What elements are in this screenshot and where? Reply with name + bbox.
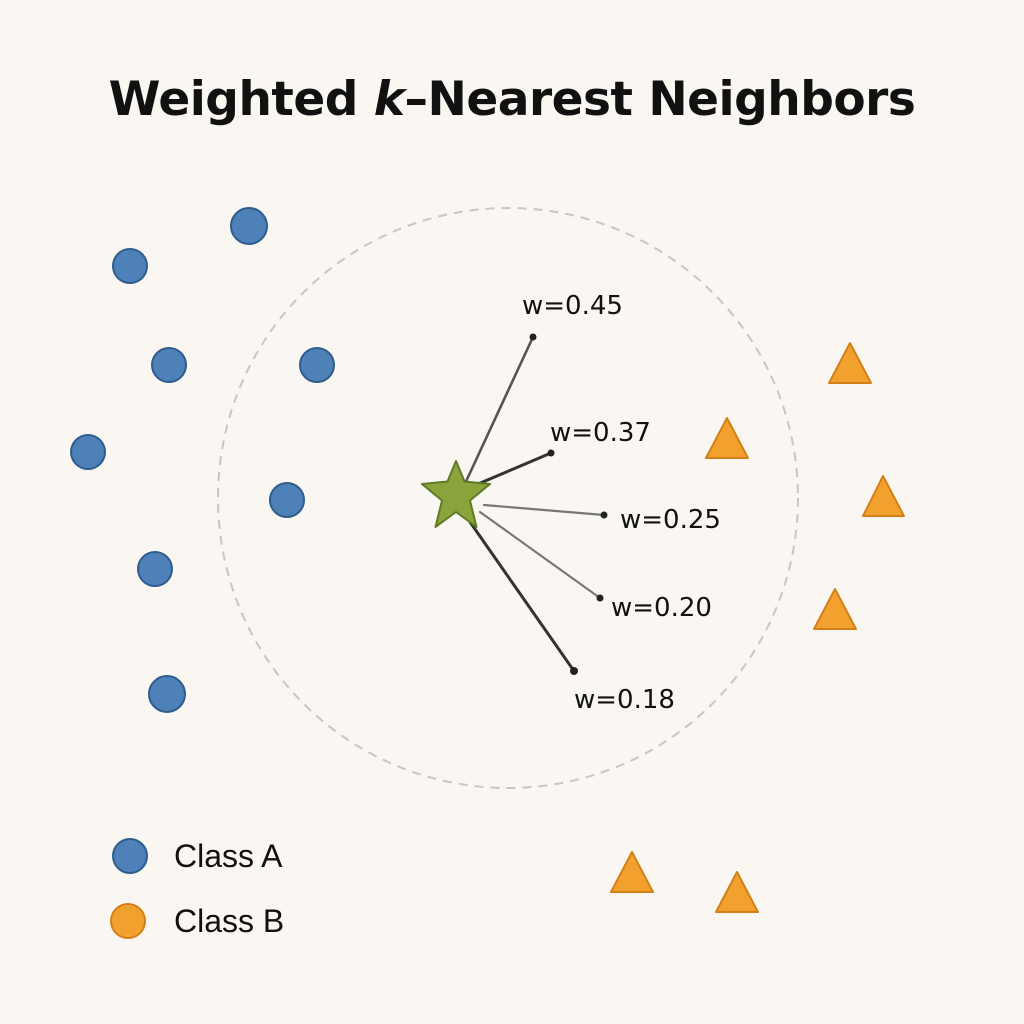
title-k: k bbox=[373, 72, 405, 127]
class-b-point bbox=[862, 475, 905, 517]
legend-marker-class-b bbox=[110, 903, 146, 939]
neighbor-connections bbox=[461, 335, 606, 673]
class-b-point bbox=[715, 871, 759, 913]
title-suffix: –Nearest Neighbors bbox=[404, 72, 916, 127]
class-a-point bbox=[269, 482, 305, 518]
connection-line bbox=[468, 520, 576, 673]
connection-line bbox=[482, 503, 606, 517]
neighbor-dot bbox=[547, 449, 555, 457]
connection-line bbox=[461, 335, 535, 490]
class-b-point bbox=[813, 588, 857, 630]
title-prefix: Weighted bbox=[108, 72, 374, 127]
class-a-point bbox=[137, 551, 173, 587]
legend-label-class-b: Class B bbox=[174, 903, 284, 939]
weight-label: w=0.25 bbox=[620, 505, 721, 535]
weight-label: w=0.37 bbox=[550, 418, 651, 448]
connection-line bbox=[478, 510, 602, 600]
weight-label: w=0.45 bbox=[522, 291, 623, 321]
class-b-points bbox=[610, 342, 905, 913]
legend: Class A Class B bbox=[110, 838, 284, 939]
class-b-point bbox=[705, 417, 749, 459]
class-a-points bbox=[70, 207, 335, 713]
connection-line bbox=[476, 451, 553, 486]
neighbor-dot bbox=[596, 594, 604, 602]
legend-marker-class-a bbox=[112, 838, 148, 874]
neighbor-dot bbox=[529, 333, 537, 341]
weight-label: w=0.20 bbox=[611, 593, 712, 623]
query-point-star bbox=[421, 460, 491, 528]
class-a-point bbox=[70, 434, 106, 470]
class-b-point bbox=[828, 342, 872, 384]
neighborhood-radius bbox=[217, 207, 799, 789]
neighbor-dot bbox=[600, 511, 608, 519]
class-a-point bbox=[299, 347, 335, 383]
diagram-title: Weighted k–Nearest Neighbors bbox=[0, 72, 1024, 127]
class-a-point bbox=[151, 347, 187, 383]
class-a-point bbox=[112, 248, 148, 284]
class-a-point bbox=[230, 207, 268, 245]
class-a-point bbox=[148, 675, 186, 713]
legend-label-class-a: Class A bbox=[174, 838, 283, 874]
neighbor-endpoints bbox=[529, 333, 608, 675]
weight-label: w=0.18 bbox=[574, 685, 675, 715]
neighbor-dot bbox=[570, 667, 578, 675]
class-b-point bbox=[610, 851, 654, 893]
